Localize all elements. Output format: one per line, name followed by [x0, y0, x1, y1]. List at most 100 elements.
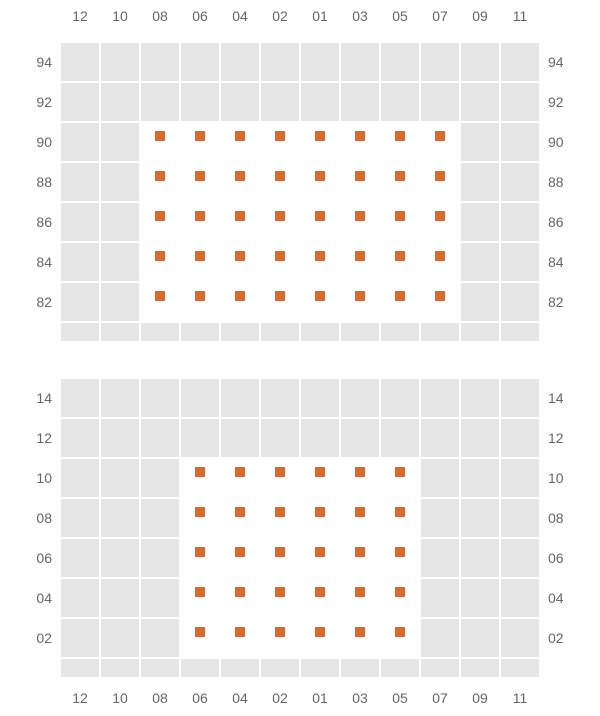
seat-cell[interactable] — [380, 122, 420, 162]
seat-cell[interactable] — [260, 202, 300, 242]
unavailable-cell — [340, 322, 380, 342]
seat-cell[interactable] — [340, 618, 380, 658]
seat-cell[interactable] — [220, 618, 260, 658]
seat-cell[interactable] — [420, 162, 460, 202]
unavailable-cell — [500, 418, 540, 458]
seat-cell[interactable] — [180, 458, 220, 498]
unavailable-cell — [140, 658, 180, 678]
seat-cell[interactable] — [380, 202, 420, 242]
row-label-right: 86 — [548, 202, 578, 242]
unavailable-cell — [300, 418, 340, 458]
seat-cell[interactable] — [420, 282, 460, 322]
seat-cell[interactable] — [260, 578, 300, 618]
seat-cell[interactable] — [220, 538, 260, 578]
row-label-left: 02 — [22, 618, 52, 658]
seat-cell[interactable] — [300, 122, 340, 162]
seat-cell[interactable] — [300, 162, 340, 202]
seat-cell[interactable] — [180, 162, 220, 202]
seat-cell[interactable] — [420, 202, 460, 242]
unavailable-cell — [420, 418, 460, 458]
seat-cell[interactable] — [300, 578, 340, 618]
seat-cell[interactable] — [260, 242, 300, 282]
seat-icon — [195, 131, 205, 141]
seat-cell[interactable] — [220, 498, 260, 538]
seat-cell[interactable] — [380, 242, 420, 282]
unavailable-cell — [220, 82, 260, 122]
seat-cell[interactable] — [140, 162, 180, 202]
seat-cell[interactable] — [220, 282, 260, 322]
seat-cell[interactable] — [220, 458, 260, 498]
seat-cell[interactable] — [300, 242, 340, 282]
seat-cell[interactable] — [180, 122, 220, 162]
seat-cell[interactable] — [340, 282, 380, 322]
seat-cell[interactable] — [260, 122, 300, 162]
seat-cell[interactable] — [260, 458, 300, 498]
seat-cell[interactable] — [340, 162, 380, 202]
seat-cell[interactable] — [300, 498, 340, 538]
row-label-right: 94 — [548, 42, 578, 82]
seat-cell[interactable] — [220, 122, 260, 162]
seat-cell[interactable] — [340, 458, 380, 498]
seat-cell[interactable] — [180, 538, 220, 578]
seat-cell[interactable] — [380, 538, 420, 578]
seat-cell[interactable] — [180, 578, 220, 618]
seat-cell[interactable] — [380, 578, 420, 618]
seat-icon — [195, 251, 205, 261]
seat-cell[interactable] — [220, 578, 260, 618]
unavailable-cell — [100, 418, 140, 458]
seat-icon — [195, 291, 205, 301]
unavailable-cell — [60, 418, 100, 458]
seat-cell[interactable] — [260, 538, 300, 578]
seat-cell[interactable] — [300, 458, 340, 498]
seat-cell[interactable] — [300, 202, 340, 242]
seat-cell[interactable] — [140, 202, 180, 242]
seat-icon — [355, 171, 365, 181]
seat-icon — [355, 547, 365, 557]
seat-cell[interactable] — [260, 282, 300, 322]
seat-icon — [275, 251, 285, 261]
seat-cell[interactable] — [140, 242, 180, 282]
row-label-left: 92 — [22, 82, 52, 122]
seat-cell[interactable] — [180, 498, 220, 538]
seat-cell[interactable] — [380, 282, 420, 322]
seat-cell[interactable] — [380, 498, 420, 538]
seat-cell[interactable] — [340, 202, 380, 242]
seat-cell[interactable] — [340, 578, 380, 618]
seat-cell[interactable] — [180, 282, 220, 322]
seat-cell[interactable] — [300, 538, 340, 578]
seat-cell[interactable] — [220, 162, 260, 202]
seat-cell[interactable] — [260, 498, 300, 538]
seat-cell[interactable] — [380, 458, 420, 498]
unavailable-cell — [100, 378, 140, 418]
seat-cell[interactable] — [380, 162, 420, 202]
seat-cell[interactable] — [300, 618, 340, 658]
unavailable-cell — [60, 322, 100, 342]
seat-cell[interactable] — [260, 618, 300, 658]
seat-cell[interactable] — [220, 202, 260, 242]
seat-cell[interactable] — [260, 162, 300, 202]
unavailable-cell — [500, 322, 540, 342]
seat-cell[interactable] — [380, 618, 420, 658]
seat-cell[interactable] — [340, 538, 380, 578]
seat-cell[interactable] — [340, 498, 380, 538]
row-label-right: 04 — [548, 578, 578, 618]
row-label-right: 14 — [548, 378, 578, 418]
seat-cell[interactable] — [140, 282, 180, 322]
seat-cell[interactable] — [220, 242, 260, 282]
seat-icon — [355, 131, 365, 141]
seat-cell[interactable] — [340, 122, 380, 162]
seat-cell[interactable] — [140, 122, 180, 162]
unavailable-cell — [100, 162, 140, 202]
seat-cell[interactable] — [300, 282, 340, 322]
seat-cell[interactable] — [420, 122, 460, 162]
seat-cell[interactable] — [180, 202, 220, 242]
unavailable-cell — [180, 322, 220, 342]
seat-cell[interactable] — [420, 242, 460, 282]
unavailable-cell — [300, 42, 340, 82]
seat-cell[interactable] — [340, 242, 380, 282]
column-label: 07 — [420, 690, 460, 706]
seat-cell[interactable] — [180, 618, 220, 658]
seat-cell[interactable] — [180, 242, 220, 282]
seat-icon — [275, 131, 285, 141]
unavailable-cell — [500, 658, 540, 678]
